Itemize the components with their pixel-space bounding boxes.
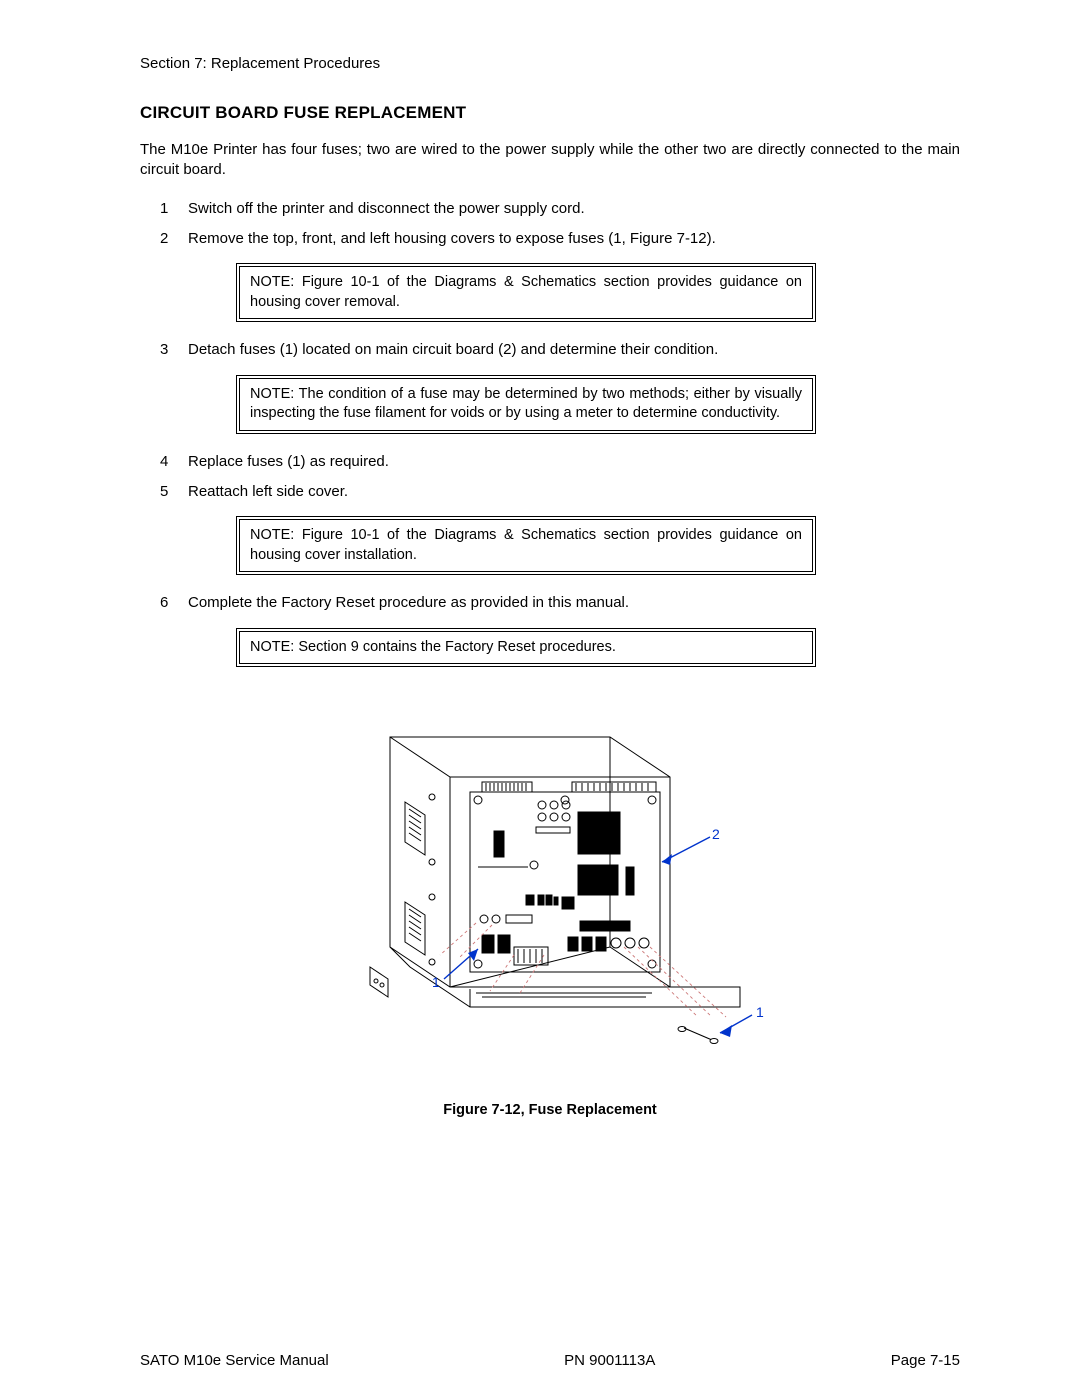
procedure-list: 1 Switch off the printer and disconnect … bbox=[140, 199, 960, 250]
step-number: 2 bbox=[160, 229, 188, 249]
step-text: Reattach left side cover. bbox=[188, 482, 960, 502]
callout-2: 2 bbox=[712, 825, 720, 844]
note-box-3: NOTE: Figure 10-1 of the Diagrams & Sche… bbox=[236, 516, 816, 575]
step-text: Replace fuses (1) as required. bbox=[188, 452, 960, 472]
running-header: Section 7: Replacement Procedures bbox=[140, 54, 960, 74]
step-3: 3 Detach fuses (1) located on main circu… bbox=[140, 340, 960, 360]
page: Section 7: Replacement Procedures CIRCUI… bbox=[0, 0, 1080, 1397]
step-2: 2 Remove the top, front, and left housin… bbox=[140, 229, 960, 249]
procedure-list: 3 Detach fuses (1) located on main circu… bbox=[140, 340, 960, 360]
page-title: CIRCUIT BOARD FUSE REPLACEMENT bbox=[140, 102, 960, 125]
footer-left: SATO M10e Service Manual bbox=[140, 1351, 329, 1371]
step-1: 1 Switch off the printer and disconnect … bbox=[140, 199, 960, 219]
step-6: 6 Complete the Factory Reset procedure a… bbox=[140, 593, 960, 613]
callout-1-left: 1 bbox=[432, 973, 440, 992]
figure-caption: Figure 7-12, Fuse Replacement bbox=[310, 1101, 790, 1121]
figure-7-12: 2 1 1 Figure 7-12, Fuse Replacement bbox=[310, 697, 790, 1121]
step-text: Complete the Factory Reset procedure as … bbox=[188, 593, 960, 613]
callout-1-right: 1 bbox=[756, 1003, 764, 1022]
intro-paragraph: The M10e Printer has four fuses; two are… bbox=[140, 140, 960, 181]
step-number: 4 bbox=[160, 452, 188, 472]
procedure-list: 6 Complete the Factory Reset procedure a… bbox=[140, 593, 960, 613]
circuit-board-diagram-icon bbox=[310, 697, 790, 1077]
note-box-4: NOTE: Section 9 contains the Factory Res… bbox=[236, 628, 816, 668]
step-4: 4 Replace fuses (1) as required. bbox=[140, 452, 960, 472]
step-number: 1 bbox=[160, 199, 188, 219]
step-text: Switch off the printer and disconnect th… bbox=[188, 199, 960, 219]
step-number: 3 bbox=[160, 340, 188, 360]
step-number: 5 bbox=[160, 482, 188, 502]
footer-center: PN 9001113A bbox=[564, 1351, 655, 1371]
note-box-2: NOTE: The condition of a fuse may be det… bbox=[236, 375, 816, 434]
step-text: Detach fuses (1) located on main circuit… bbox=[188, 340, 960, 360]
step-5: 5 Reattach left side cover. bbox=[140, 482, 960, 502]
page-footer: SATO M10e Service Manual PN 9001113A Pag… bbox=[140, 1351, 960, 1371]
footer-right: Page 7-15 bbox=[891, 1351, 960, 1371]
step-number: 6 bbox=[160, 593, 188, 613]
step-text: Remove the top, front, and left housing … bbox=[188, 229, 960, 249]
note-box-1: NOTE: Figure 10-1 of the Diagrams & Sche… bbox=[236, 263, 816, 322]
procedure-list: 4 Replace fuses (1) as required. 5 Reatt… bbox=[140, 452, 960, 503]
